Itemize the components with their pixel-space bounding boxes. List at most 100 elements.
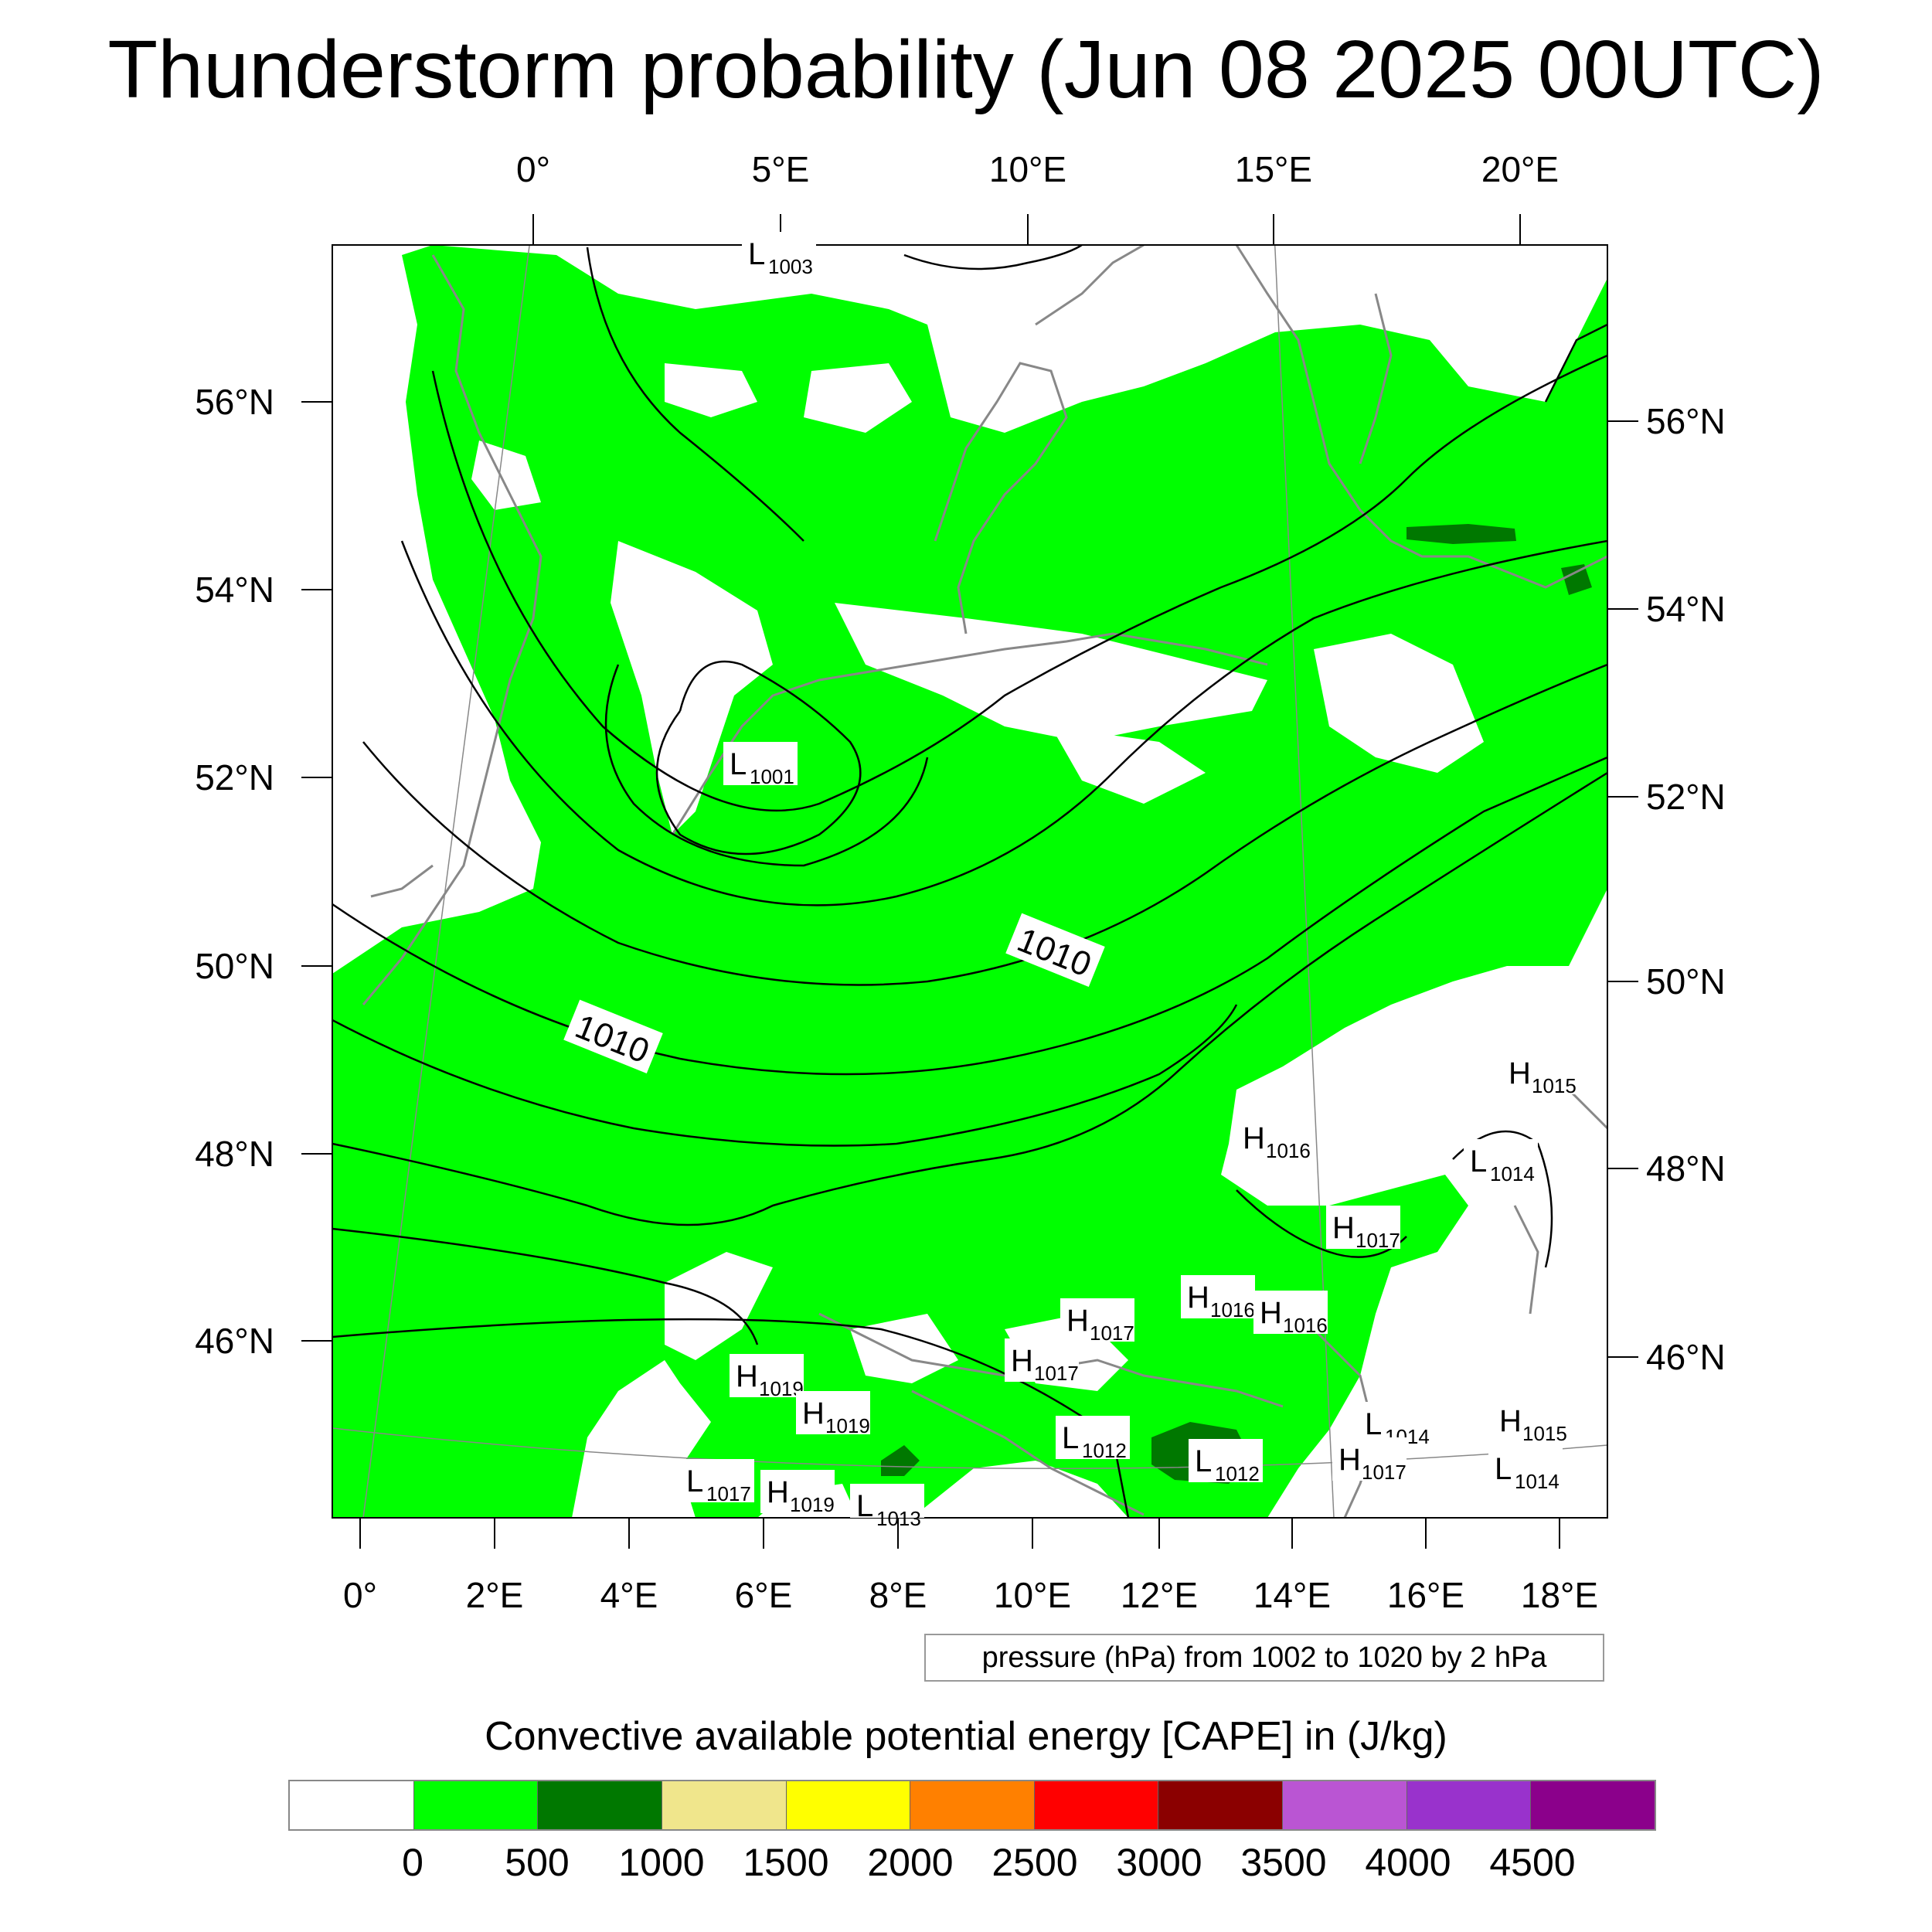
pressure-center: H 1015 xyxy=(1493,1399,1567,1445)
right-lat-label: 50°N xyxy=(1646,961,1726,1002)
colorbar-tick-label: 500 xyxy=(505,1841,570,1884)
left-lat-label: 48°N xyxy=(195,1134,274,1174)
top-lon-label: 20°E xyxy=(1481,149,1559,189)
svg-text:L: L xyxy=(686,1464,703,1498)
top-lon-label: 15°E xyxy=(1235,149,1312,189)
legend-title: Convective available potential energy [C… xyxy=(485,1714,1447,1759)
cape-field xyxy=(332,245,1607,1518)
colorbar-tick-label: 2000 xyxy=(867,1841,954,1884)
svg-text:1017: 1017 xyxy=(1034,1362,1079,1385)
colorbar-swatch xyxy=(1406,1781,1532,1829)
svg-text:1016: 1016 xyxy=(1283,1314,1328,1337)
colorbar-swatch xyxy=(1531,1781,1655,1829)
svg-text:1019: 1019 xyxy=(825,1414,870,1437)
svg-text:H: H xyxy=(1260,1296,1282,1330)
pressure-center: H 1015 xyxy=(1502,1051,1577,1097)
right-lat-label: 56°N xyxy=(1646,401,1726,441)
pressure-center: H 1017 xyxy=(1005,1338,1079,1385)
svg-text:L: L xyxy=(856,1489,873,1523)
colorbar-swatch xyxy=(1283,1781,1407,1829)
left-lat-label: 50°N xyxy=(195,946,274,986)
bottom-lon-label: 2°E xyxy=(466,1575,524,1615)
top-lon-label: 5°E xyxy=(752,149,810,189)
bottom-lon-label: 8°E xyxy=(869,1575,927,1615)
cape-mid-patch-4 xyxy=(881,1445,920,1476)
svg-text:1016: 1016 xyxy=(1266,1139,1311,1162)
svg-text:1015: 1015 xyxy=(1532,1074,1577,1097)
svg-text:1017: 1017 xyxy=(706,1482,751,1505)
colorbar-ticks: 0 500 1000 1500 2000 2500 3000 3500 4000… xyxy=(0,1839,1932,1893)
colorbar xyxy=(288,1780,1656,1831)
bottom-lon-label: 4°E xyxy=(600,1575,658,1615)
svg-text:1014: 1014 xyxy=(1490,1162,1535,1185)
colorbar-swatch xyxy=(786,1781,911,1829)
svg-text:H: H xyxy=(1187,1281,1209,1315)
svg-text:1003: 1003 xyxy=(768,255,813,278)
pressure-center: L 1014 xyxy=(1464,1139,1538,1185)
svg-text:1019: 1019 xyxy=(790,1493,835,1516)
svg-text:1016: 1016 xyxy=(1210,1298,1255,1321)
svg-text:H: H xyxy=(1338,1443,1361,1477)
svg-text:H: H xyxy=(802,1396,825,1430)
colorbar-tick-label: 3000 xyxy=(1116,1841,1202,1884)
left-lat-label: 54°N xyxy=(195,570,274,610)
colorbar-tick-label: 0 xyxy=(402,1841,423,1884)
svg-text:L: L xyxy=(1365,1407,1382,1441)
pressure-center: H 1016 xyxy=(1236,1116,1311,1162)
svg-text:H: H xyxy=(1011,1344,1033,1378)
cape-mid-patch-1 xyxy=(1406,524,1516,544)
svg-text:L: L xyxy=(1062,1421,1079,1455)
svg-text:1001: 1001 xyxy=(750,765,794,788)
bottom-lon-label: 6°E xyxy=(735,1575,793,1615)
left-lat-label: 46°N xyxy=(195,1321,274,1361)
cape-gap-north xyxy=(471,363,912,510)
colorbar-swatch xyxy=(662,1781,787,1829)
svg-text:H: H xyxy=(1066,1304,1089,1338)
svg-text:L: L xyxy=(730,747,747,781)
svg-text:1013: 1013 xyxy=(876,1507,921,1530)
svg-text:L: L xyxy=(1470,1145,1487,1179)
pressure-center: L 1003 xyxy=(742,232,816,278)
left-lat-label: 52°N xyxy=(195,757,274,798)
cape-area-main xyxy=(332,245,1607,1518)
pressure-center: H 1017 xyxy=(1332,1437,1406,1484)
pressure-center: L 1001 xyxy=(723,742,798,788)
colorbar-swatch xyxy=(290,1781,414,1829)
bottom-lon-label: 0° xyxy=(343,1575,377,1615)
svg-text:1014: 1014 xyxy=(1515,1470,1560,1493)
svg-text:H: H xyxy=(1499,1404,1522,1438)
pressure-center: H 1016 xyxy=(1253,1291,1328,1337)
svg-text:H: H xyxy=(767,1475,789,1509)
pressure-center: L 1014 xyxy=(1488,1447,1563,1493)
cape-gap-alps xyxy=(665,1252,1128,1391)
svg-text:L: L xyxy=(1195,1444,1212,1478)
bottom-lon-label: 14°E xyxy=(1253,1575,1331,1615)
svg-text:1017: 1017 xyxy=(1090,1321,1134,1345)
bottom-lon-label: 12°E xyxy=(1121,1575,1198,1615)
left-lat-label: 56°N xyxy=(195,382,274,422)
right-lat-label: 54°N xyxy=(1646,589,1726,629)
svg-text:H: H xyxy=(736,1359,758,1393)
right-lat-label: 48°N xyxy=(1646,1148,1726,1189)
svg-text:1017: 1017 xyxy=(1355,1229,1400,1252)
top-lon-label: 0° xyxy=(516,149,550,189)
bottom-lon-label: 16°E xyxy=(1387,1575,1464,1615)
svg-text:H: H xyxy=(1243,1121,1265,1155)
cape-gap-lowlands xyxy=(611,541,773,835)
colorbar-tick-label: 1500 xyxy=(743,1841,829,1884)
pressure-center: H 1017 xyxy=(1326,1206,1400,1252)
pressure-center: H 1019 xyxy=(760,1470,835,1516)
pressure-center: L 1012 xyxy=(1056,1416,1130,1462)
colorbar-swatch xyxy=(910,1781,1035,1829)
pressure-center: L 1013 xyxy=(850,1484,924,1530)
svg-text:L: L xyxy=(1495,1452,1512,1486)
svg-text:1015: 1015 xyxy=(1522,1422,1567,1445)
svg-text:H: H xyxy=(1332,1211,1355,1245)
pressure-center: H 1016 xyxy=(1181,1275,1255,1321)
svg-text:1017: 1017 xyxy=(1362,1461,1406,1484)
pressure-center: L 1012 xyxy=(1189,1439,1263,1485)
cape-mid-patch-2 xyxy=(1561,564,1592,595)
colorbar-swatch xyxy=(413,1781,539,1829)
svg-text:1012: 1012 xyxy=(1215,1462,1260,1485)
